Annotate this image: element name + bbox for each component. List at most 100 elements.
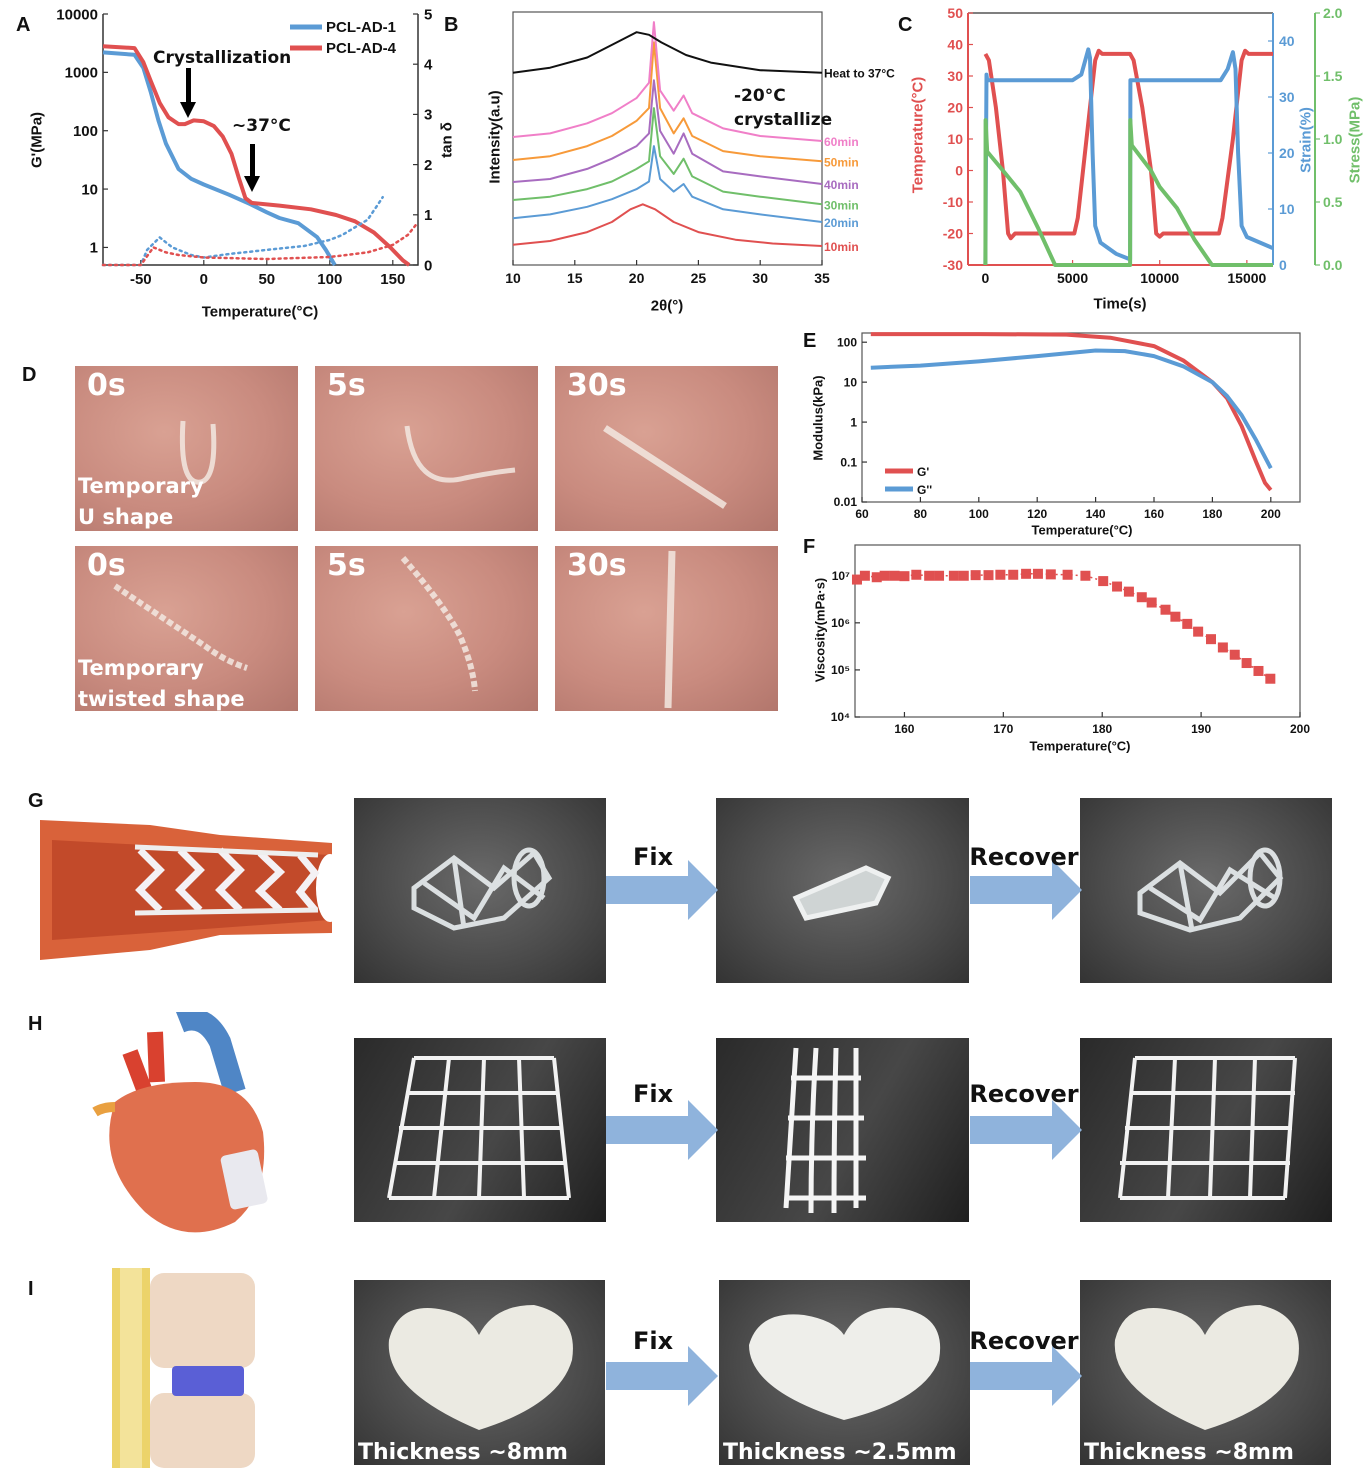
- annotation-crystallization: Crystallization: [153, 48, 292, 68]
- y-tick-label: 10: [947, 131, 963, 147]
- x-tick-label: 35: [814, 270, 830, 286]
- panel-label-h: H: [28, 1013, 43, 1035]
- arrow-down-icon: [180, 68, 196, 118]
- x-tick-label: 10000: [1140, 270, 1179, 286]
- fix-label: Fix: [632, 1080, 674, 1108]
- y-tick-label: 1000: [65, 65, 98, 82]
- chart-a-ylabel: G'(MPa): [28, 111, 46, 169]
- y-tick-label: 0.01: [834, 495, 858, 509]
- x-tick-label: 20: [629, 270, 645, 286]
- photo-twisted-30s: 30s: [555, 546, 778, 711]
- time-label: 0s: [87, 548, 126, 583]
- series-stress: [983, 118, 1273, 267]
- x-tick-label: 25: [691, 270, 707, 286]
- x-tick-label: 100: [969, 507, 989, 521]
- y-tick-label: 100: [837, 335, 857, 349]
- data-point: [995, 569, 1006, 580]
- block-arrow-right-icon: [606, 860, 718, 920]
- y-tick-label: 10⁶: [831, 616, 850, 630]
- time-label: 0s: [87, 368, 126, 403]
- data-point: [851, 574, 862, 585]
- data-point: [1062, 569, 1073, 580]
- chart-a: -50 0 50 100 150 1 10 100 1000 10000 0 1 2 3 4 5 PCL-AD-…: [56, 6, 433, 288]
- x-tick-label: 160: [1144, 507, 1164, 521]
- y2-tick-label: 0: [1279, 257, 1287, 273]
- block-arrow-right-icon: [970, 860, 1082, 920]
- series-heat-to-37-c-label: Heat to 37°C: [824, 67, 895, 81]
- time-label: 30s: [567, 368, 627, 403]
- arrow-shape: [970, 1100, 1082, 1160]
- data-point: [1021, 568, 1032, 579]
- fix-label: Fix: [632, 1327, 674, 1355]
- data-point: [1241, 658, 1252, 669]
- y2-tick-label: 30: [1279, 89, 1295, 105]
- data-point: [1229, 649, 1240, 660]
- data-point: [1265, 673, 1276, 684]
- chart-b-ylabel: Intensity(a.u): [486, 90, 504, 184]
- data-point: [899, 571, 910, 582]
- y3-tick-label: 0.5: [1323, 194, 1343, 210]
- series-30min: [512, 107, 823, 206]
- axis-frame: [854, 544, 1301, 718]
- arrow-down-icon: [244, 144, 260, 192]
- axis-frame: [102, 14, 419, 266]
- photo-u-0s: 0s Temporary U shape: [75, 366, 298, 531]
- series-strain: [983, 47, 1274, 266]
- caption-line1: Temporary: [78, 474, 204, 498]
- series-line-0-line: [856, 573, 1271, 680]
- series-40min: [512, 79, 823, 185]
- x-tick-label: 170: [993, 722, 1013, 736]
- time-label: 5s: [327, 368, 366, 403]
- data-point: [983, 570, 994, 581]
- x-tick-label: 180: [1202, 507, 1222, 521]
- series-line-2: [101, 195, 384, 267]
- x-tick-label: 200: [1261, 507, 1281, 521]
- x-tick-label: 180: [1092, 722, 1112, 736]
- data-point: [1112, 581, 1123, 592]
- series-30min-label: 30min: [824, 198, 859, 212]
- y2-tick-label: 10: [1279, 201, 1295, 217]
- photo-u-5s: 5s: [315, 366, 538, 531]
- axis-frame: [512, 11, 823, 266]
- caption-line2: U shape: [78, 505, 174, 529]
- data-point: [948, 570, 959, 581]
- thickness-label: Thickness ~8mm: [1084, 1440, 1294, 1465]
- y-tick-label: 0: [955, 162, 963, 178]
- data-point: [859, 570, 870, 581]
- photo-heart-scaffold-original: Thickness ~8mm: [354, 1280, 605, 1465]
- legend-label: PCL-AD-4: [326, 40, 397, 57]
- x-tick-label: 15000: [1227, 270, 1266, 286]
- panel-label-c: C: [898, 14, 913, 36]
- series-20min: [512, 145, 823, 223]
- y-tick-label: 10000: [56, 6, 98, 23]
- x-tick-label: -50: [130, 271, 152, 288]
- axis-frame: [861, 332, 1301, 503]
- time-label: 5s: [327, 548, 366, 583]
- chart-c-y2label: Strain(%): [1297, 107, 1315, 173]
- data-point: [1170, 611, 1181, 622]
- recover-label: Recover: [969, 1327, 1079, 1355]
- block-arrow-right-icon: [970, 1100, 1082, 1160]
- arrow-shape: [970, 860, 1082, 920]
- x-tick-label: 5000: [1057, 270, 1088, 286]
- photo-heart-scaffold-fixed: Thickness ~2.5mm: [719, 1280, 970, 1465]
- x-tick-label: 15: [567, 270, 583, 286]
- arrow-shape: [970, 1346, 1082, 1406]
- data-point: [1032, 568, 1043, 579]
- caption-line2: twisted shape: [78, 687, 245, 711]
- caption-line1: Temporary: [78, 656, 204, 680]
- series-60min: [512, 21, 823, 142]
- series-line-3: [101, 221, 420, 267]
- legend-label: G': [917, 465, 929, 479]
- series-temperature: [983, 48, 1273, 241]
- chart-e: 60 80 100 120 140 160 180 200 0.01 0.1 1 10 100 G' G'': [834, 332, 1301, 521]
- recover-label: Recover: [969, 843, 1079, 871]
- data-point: [1080, 570, 1091, 581]
- x-tick-label: 100: [317, 271, 342, 288]
- arrow-shape: [606, 860, 718, 920]
- series-pcl-ad-4: [102, 44, 411, 267]
- series-60min-label: 60min: [824, 135, 859, 149]
- photo-lattice-fixed: [716, 1038, 969, 1222]
- data-point: [889, 570, 900, 581]
- spine-disc-illustration: [112, 1268, 262, 1468]
